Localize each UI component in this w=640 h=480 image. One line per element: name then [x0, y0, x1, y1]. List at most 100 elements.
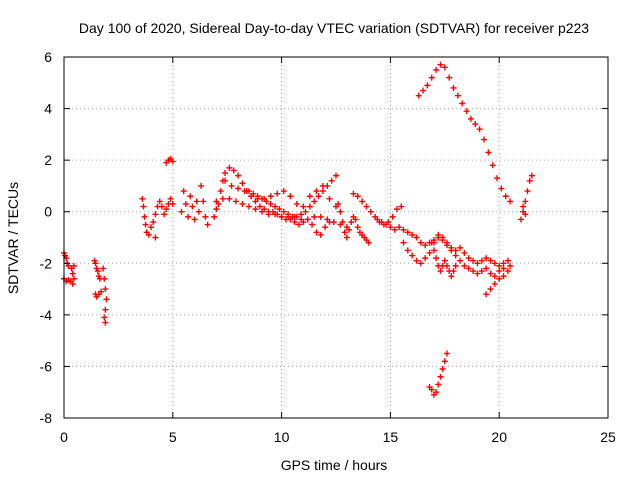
data-point — [219, 195, 226, 202]
data-point — [150, 219, 157, 226]
data-point — [267, 200, 274, 207]
data-point — [148, 224, 155, 231]
y-axis-label: SDTVAR / TECUs — [5, 182, 21, 294]
data-point — [461, 249, 468, 256]
data-point — [465, 255, 472, 262]
data-point — [213, 198, 220, 205]
data-point — [280, 188, 287, 195]
data-point — [404, 247, 411, 254]
data-point — [417, 260, 424, 267]
x-axis-label: GPS time / hours — [281, 457, 388, 473]
data-point — [319, 188, 326, 195]
series-s19 — [400, 231, 507, 280]
data-point — [522, 198, 529, 205]
data-point — [311, 213, 318, 220]
data-point — [452, 262, 459, 269]
data-point — [433, 255, 440, 262]
data-point — [313, 229, 320, 236]
data-point — [478, 257, 485, 264]
data-point — [101, 275, 108, 282]
data-point — [485, 149, 492, 156]
data-point — [522, 211, 529, 218]
series-s20 — [428, 239, 459, 280]
data-point — [452, 252, 459, 259]
axis-ticks: 0 5 10 15 20 25 -8 -6 -4 -2 0 2 4 6 — [40, 49, 616, 445]
data-point — [222, 170, 229, 177]
data-point — [280, 208, 287, 215]
data-point — [291, 219, 298, 226]
data-point — [404, 229, 411, 236]
data-point — [496, 275, 503, 282]
data-point — [156, 198, 163, 205]
data-point — [409, 231, 416, 238]
data-point — [245, 203, 252, 210]
data-point — [250, 190, 257, 197]
data-point — [311, 198, 318, 205]
data-point — [443, 350, 450, 357]
data-point — [428, 239, 435, 246]
data-point — [417, 239, 424, 246]
data-point — [140, 203, 147, 210]
data-point — [478, 268, 485, 275]
y-tick-label: -8 — [40, 410, 53, 426]
data-point — [517, 216, 524, 223]
data-point — [217, 188, 224, 195]
data-point — [424, 82, 431, 89]
data-point — [496, 262, 503, 269]
y-tick-label: 4 — [44, 101, 52, 117]
data-point — [158, 203, 165, 210]
data-point — [359, 198, 366, 205]
data-point — [413, 234, 420, 241]
data-point — [428, 386, 435, 393]
y-tick-label: -4 — [40, 307, 53, 323]
data-point — [152, 234, 159, 241]
data-point — [443, 262, 450, 269]
data-point — [167, 195, 174, 202]
data-point — [433, 389, 440, 396]
series-s23 — [517, 172, 535, 223]
data-point — [178, 208, 185, 215]
data-point — [365, 239, 372, 246]
data-point — [341, 229, 348, 236]
data-point — [193, 198, 200, 205]
data-point — [232, 198, 239, 205]
y-tick-label: -6 — [40, 358, 53, 374]
data-point — [324, 216, 331, 223]
y-tick-label: -2 — [40, 255, 53, 271]
data-point — [480, 136, 487, 143]
data-point — [472, 121, 479, 128]
y-tick-label: 6 — [44, 49, 52, 65]
data-point — [507, 198, 514, 205]
data-point — [161, 211, 168, 218]
data-point — [309, 221, 316, 228]
data-point — [191, 216, 198, 223]
data-point — [272, 211, 279, 218]
data-point — [439, 366, 446, 373]
data-point — [306, 193, 313, 200]
data-point — [304, 216, 311, 223]
data-point — [141, 213, 148, 220]
data-point — [252, 206, 259, 213]
data-point — [437, 373, 444, 380]
series-s21 — [483, 262, 514, 298]
x-tick-label: 0 — [60, 429, 68, 445]
data-point — [526, 177, 533, 184]
data-point — [296, 221, 303, 228]
data-point — [185, 213, 192, 220]
data-point — [163, 206, 170, 213]
data-point — [102, 319, 109, 326]
data-point — [443, 242, 450, 249]
data-point — [491, 280, 498, 287]
data-point — [441, 64, 448, 71]
data-point — [169, 158, 176, 165]
data-point — [504, 257, 511, 264]
data-point — [435, 381, 442, 388]
data-point — [313, 188, 320, 195]
data-point — [317, 231, 324, 238]
data-point — [441, 358, 448, 365]
data-point — [180, 188, 187, 195]
data-point — [393, 206, 400, 213]
data-point — [363, 203, 370, 210]
data-point — [500, 265, 507, 272]
